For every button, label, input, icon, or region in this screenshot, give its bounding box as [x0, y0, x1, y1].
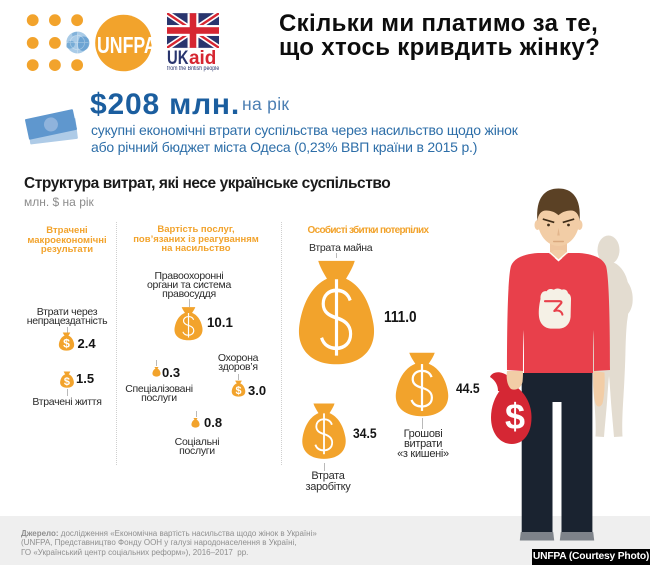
svg-text:$: $: [505, 396, 525, 437]
svg-text:$: $: [63, 337, 70, 351]
svg-text:$: $: [235, 385, 241, 397]
svg-text:$: $: [64, 376, 70, 388]
